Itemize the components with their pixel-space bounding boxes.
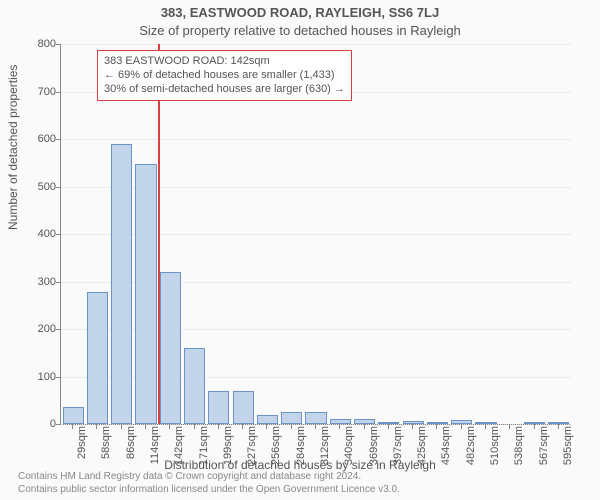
note-line1: 383 EASTWOOD ROAD: 142sqm — [104, 55, 270, 67]
y-tick-label: 800 — [38, 38, 56, 50]
y-tick-label: 500 — [38, 181, 56, 193]
y-tick-label: 700 — [38, 86, 56, 98]
y-tick-label: 100 — [38, 371, 56, 383]
y-tick-label: 300 — [38, 276, 56, 288]
histogram-bar — [111, 144, 132, 424]
histogram-bar — [135, 164, 156, 424]
x-tick-mark — [388, 424, 389, 429]
x-tick-mark — [412, 424, 413, 429]
x-tick-mark — [242, 424, 243, 429]
y-tick-container: 0100200300400500600700800 — [0, 44, 60, 424]
plot-area: 383 EASTWOOD ROAD: 142sqm ← 69% of detach… — [60, 44, 571, 425]
histogram-bar — [233, 391, 254, 424]
copyright-text: Contains HM Land Registry data © Crown c… — [18, 471, 400, 496]
histogram-bar — [184, 348, 205, 424]
x-tick-mark — [364, 424, 365, 429]
x-tick-mark — [291, 424, 292, 429]
x-tick-mark — [558, 424, 559, 429]
y-tick-label: 0 — [50, 418, 56, 430]
histogram-bar — [305, 412, 326, 424]
x-tick-mark — [266, 424, 267, 429]
y-tick-label: 400 — [38, 228, 56, 240]
y-gridline — [61, 44, 571, 45]
x-tick-mark — [461, 424, 462, 429]
x-tick-mark — [485, 424, 486, 429]
x-tick-mark — [194, 424, 195, 429]
x-tick-mark — [145, 424, 146, 429]
note-line2: ← 69% of detached houses are smaller (1,… — [104, 69, 335, 81]
subject-note-box: 383 EASTWOOD ROAD: 142sqm ← 69% of detach… — [97, 50, 352, 101]
x-axis-label: Distribution of detached houses by size … — [0, 458, 600, 472]
histogram-bar — [87, 292, 108, 424]
x-tick-mark — [315, 424, 316, 429]
x-tick-mark — [534, 424, 535, 429]
x-tick-mark — [96, 424, 97, 429]
histogram-bar — [208, 391, 229, 424]
x-tick-mark — [72, 424, 73, 429]
histogram-bar — [63, 407, 84, 424]
x-tick-label: 29sqm — [76, 426, 88, 459]
note-line3: 30% of semi-detached houses are larger (… — [104, 83, 345, 95]
chart-subtitle: Size of property relative to detached ho… — [0, 23, 600, 38]
x-tick-mark — [121, 424, 122, 429]
x-tick-mark — [218, 424, 219, 429]
histogram-bar — [281, 412, 302, 424]
chart-frame: 383, EASTWOOD ROAD, RAYLEIGH, SS6 7LJ Si… — [0, 0, 600, 500]
y-tick-label: 200 — [38, 323, 56, 335]
histogram-bar — [257, 415, 278, 425]
x-tick-mark — [339, 424, 340, 429]
x-tick-container: 29sqm58sqm86sqm114sqm142sqm171sqm199sqm2… — [60, 424, 570, 458]
chart-address-title: 383, EASTWOOD ROAD, RAYLEIGH, SS6 7LJ — [0, 5, 600, 20]
histogram-bar — [160, 272, 181, 424]
x-tick-label: 86sqm — [125, 426, 137, 459]
y-gridline — [61, 139, 571, 140]
y-tick-label: 600 — [38, 133, 56, 145]
x-tick-mark — [436, 424, 437, 429]
x-tick-mark — [509, 424, 510, 429]
x-tick-mark — [169, 424, 170, 429]
x-tick-label: 58sqm — [100, 426, 112, 459]
